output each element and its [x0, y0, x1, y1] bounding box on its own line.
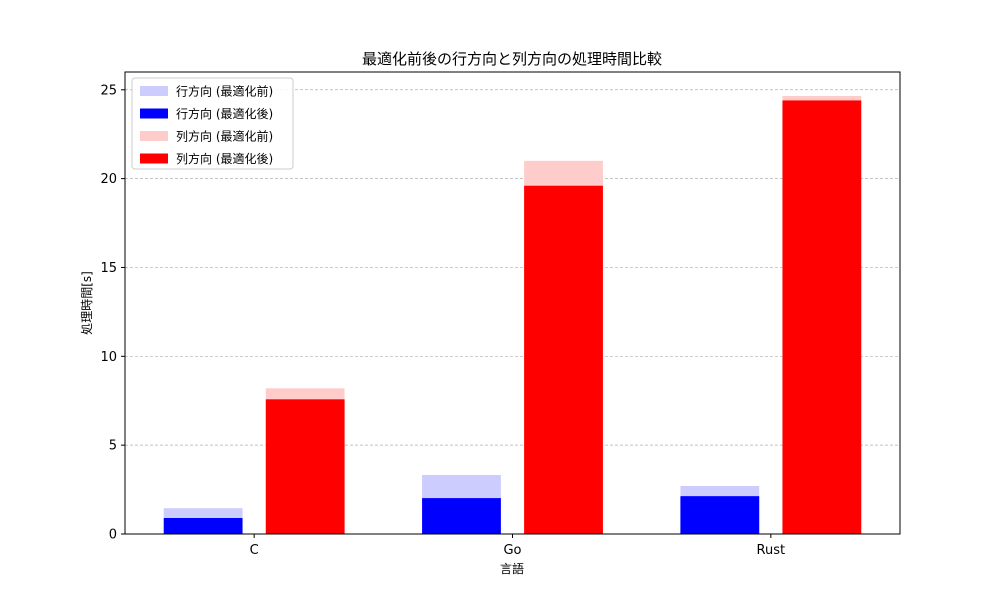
bar-col-front — [782, 100, 862, 534]
legend-swatch — [140, 108, 168, 119]
bars — [163, 95, 862, 534]
legend-swatch — [140, 131, 168, 141]
x-axis-label: 言語 — [500, 561, 524, 576]
ticks: 0 5 10 15 20 25 C Go Rust — [100, 83, 785, 558]
x-tick-label: Go — [503, 543, 521, 558]
legend-label: 行方向 (最適化前) — [176, 84, 273, 99]
legend-swatch — [140, 86, 168, 96]
bar-row-front — [163, 518, 243, 534]
y-tick-label: 25 — [100, 83, 117, 98]
legend: 行方向 (最適化前) 行方向 (最適化後) 列方向 (最適化前) 列方向 (最適化後) — [131, 77, 294, 170]
y-tick-label: 10 — [100, 350, 117, 365]
legend-label: 列方向 (最適化後) — [176, 151, 273, 166]
y-tick-label: 20 — [100, 172, 117, 187]
grid — [125, 89, 900, 446]
y-tick-label: 0 — [109, 528, 117, 543]
bar-col-front — [524, 185, 603, 534]
bar-col-front — [265, 399, 345, 534]
bar-row-front — [680, 496, 760, 534]
legend-label: 行方向 (最適化後) — [176, 106, 273, 121]
x-tick-label: Rust — [757, 543, 786, 558]
legend-swatch — [140, 153, 168, 164]
y-tick-label: 15 — [100, 261, 117, 276]
bar-row-front — [422, 498, 501, 534]
y-axis-label: 処理時間[s] — [80, 271, 94, 335]
legend-label: 列方向 (最適化前) — [176, 129, 273, 144]
legend-box — [131, 77, 294, 170]
x-tick-label: C — [250, 543, 259, 558]
y-tick-label: 5 — [109, 439, 117, 454]
chart-title: 最適化前後の行方向と列方向の処理時間比較 — [362, 50, 662, 68]
